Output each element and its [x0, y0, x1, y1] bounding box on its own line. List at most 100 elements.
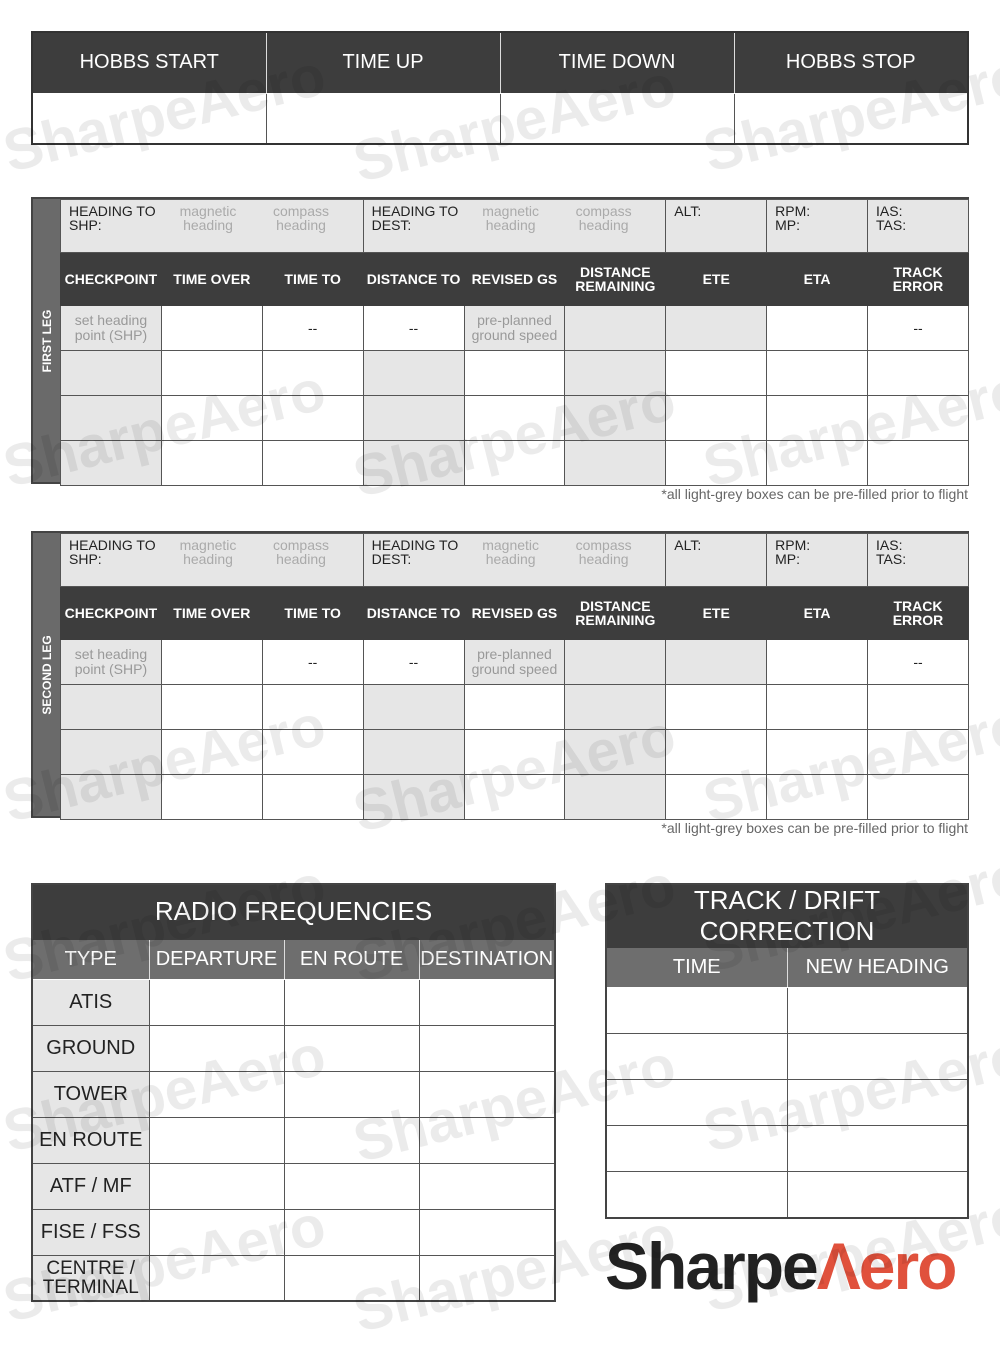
frequency-cell[interactable] [418, 1208, 556, 1256]
heading-shp-cell[interactable]: HEADING TO SHP: magnetic heading compass h… [60, 199, 364, 253]
heading-dest-cell[interactable]: HEADING TO DEST: magnetic heading compass … [362, 199, 667, 253]
frequency-cell[interactable] [283, 1208, 420, 1256]
leg-cell[interactable] [564, 684, 667, 730]
leg-cell[interactable] [60, 395, 162, 441]
leg-cell[interactable] [867, 350, 969, 396]
leg-cell[interactable] [665, 684, 768, 730]
hobbs-entry-cell[interactable] [31, 92, 267, 145]
frequency-cell[interactable] [283, 1116, 420, 1164]
leg-cell[interactable] [665, 729, 768, 775]
leg-cell[interactable] [160, 395, 263, 441]
leg-cell[interactable] [60, 774, 162, 820]
leg-cell[interactable] [564, 350, 667, 396]
leg-cell[interactable] [665, 395, 768, 441]
heading-dest-cell[interactable]: HEADING TO DEST: magnetic heading compass … [362, 533, 667, 587]
track-cell[interactable] [605, 987, 788, 1034]
leg-cell[interactable] [665, 305, 768, 351]
leg-cell[interactable] [766, 350, 868, 396]
leg-cell[interactable] [463, 684, 566, 730]
leg-cell[interactable] [160, 305, 263, 351]
leg-cell[interactable] [665, 774, 768, 820]
leg-cell[interactable] [867, 395, 969, 441]
leg-cell[interactable] [362, 395, 465, 441]
leg-cell[interactable] [261, 440, 364, 486]
leg-cell[interactable]: -- [867, 639, 969, 685]
heading-shp-cell[interactable]: HEADING TO SHP: magnetic heading compass h… [60, 533, 364, 587]
track-cell[interactable] [605, 1079, 788, 1126]
leg-cell[interactable] [867, 774, 969, 820]
track-cell[interactable] [605, 1171, 788, 1218]
hobbs-entry-cell[interactable] [499, 92, 735, 145]
leg-cell[interactable] [766, 774, 868, 820]
frequency-cell[interactable] [283, 1024, 420, 1072]
alt-cell[interactable]: ALT: [665, 199, 768, 253]
leg-cell[interactable] [160, 774, 263, 820]
leg-cell[interactable]: -- [261, 639, 364, 685]
frequency-cell[interactable] [148, 1162, 285, 1210]
leg-cell[interactable] [261, 395, 364, 441]
leg-cell[interactable] [766, 440, 868, 486]
ias-cell[interactable]: IAS: TAS: [867, 199, 969, 253]
leg-cell[interactable] [261, 350, 364, 396]
leg-cell[interactable] [60, 350, 162, 396]
leg-cell[interactable]: set heading point (SHP) [60, 639, 162, 685]
leg-cell[interactable] [160, 729, 263, 775]
leg-cell[interactable] [160, 350, 263, 396]
frequency-cell[interactable] [283, 1070, 420, 1118]
leg-cell[interactable] [766, 639, 868, 685]
leg-cell[interactable] [867, 684, 969, 730]
leg-cell[interactable] [665, 350, 768, 396]
leg-cell[interactable] [60, 684, 162, 730]
leg-cell[interactable] [261, 729, 364, 775]
frequency-cell[interactable] [148, 1254, 285, 1302]
leg-cell[interactable]: set heading point (SHP) [60, 305, 162, 351]
leg-cell[interactable] [463, 395, 566, 441]
leg-cell[interactable] [160, 440, 263, 486]
frequency-cell[interactable] [148, 1024, 285, 1072]
frequency-cell[interactable] [418, 1254, 556, 1302]
track-cell[interactable] [605, 1125, 788, 1172]
leg-cell[interactable] [160, 684, 263, 730]
leg-cell[interactable] [564, 305, 667, 351]
leg-cell[interactable] [60, 729, 162, 775]
track-cell[interactable] [786, 987, 969, 1034]
leg-cell[interactable] [261, 684, 364, 730]
leg-cell[interactable] [463, 440, 566, 486]
leg-cell[interactable] [261, 774, 364, 820]
frequency-cell[interactable] [283, 1162, 420, 1210]
leg-cell[interactable] [564, 729, 667, 775]
hobbs-entry-cell[interactable] [733, 92, 969, 145]
leg-cell[interactable] [665, 639, 768, 685]
leg-cell[interactable] [564, 774, 667, 820]
leg-cell[interactable]: pre-planned ground speed [463, 639, 566, 685]
leg-cell[interactable] [867, 440, 969, 486]
track-cell[interactable] [786, 1125, 969, 1172]
alt-cell[interactable]: ALT: [665, 533, 768, 587]
frequency-cell[interactable] [283, 978, 420, 1026]
track-cell[interactable] [786, 1033, 969, 1080]
frequency-cell[interactable] [148, 978, 285, 1026]
leg-cell[interactable] [362, 774, 465, 820]
leg-cell[interactable] [766, 684, 868, 730]
hobbs-entry-cell[interactable] [265, 92, 501, 145]
frequency-cell[interactable] [418, 1116, 556, 1164]
leg-cell[interactable]: -- [261, 305, 364, 351]
frequency-cell[interactable] [418, 1070, 556, 1118]
leg-cell[interactable]: -- [867, 305, 969, 351]
frequency-cell[interactable] [418, 978, 556, 1026]
track-cell[interactable] [786, 1079, 969, 1126]
leg-cell[interactable]: pre-planned ground speed [463, 305, 566, 351]
leg-cell[interactable] [766, 395, 868, 441]
track-cell[interactable] [786, 1171, 969, 1218]
ias-cell[interactable]: IAS: TAS: [867, 533, 969, 587]
leg-cell[interactable] [766, 305, 868, 351]
leg-cell[interactable] [564, 639, 667, 685]
leg-cell[interactable] [362, 729, 465, 775]
leg-cell[interactable] [362, 684, 465, 730]
rpm-cell[interactable]: RPM: MP: [766, 533, 868, 587]
leg-cell[interactable] [564, 395, 667, 441]
leg-cell[interactable] [564, 440, 667, 486]
frequency-cell[interactable] [418, 1162, 556, 1210]
leg-cell[interactable] [362, 350, 465, 396]
frequency-cell[interactable] [148, 1070, 285, 1118]
